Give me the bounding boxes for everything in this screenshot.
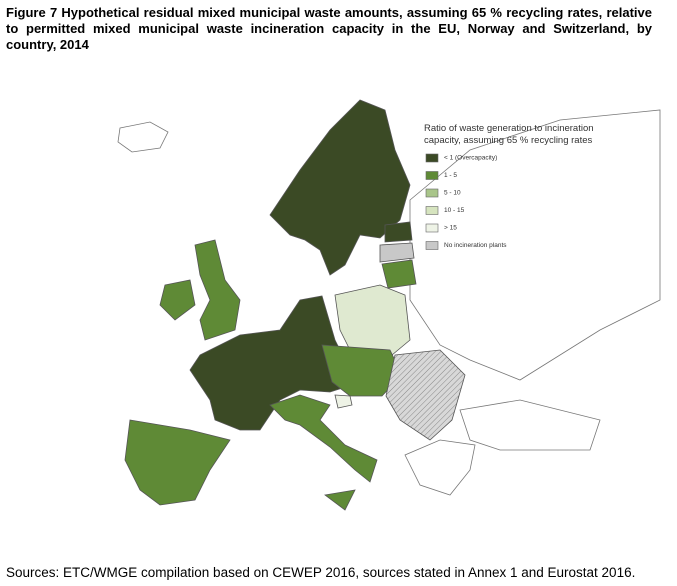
legend-label: No incineration plants — [444, 242, 507, 249]
legend-label: < 1 (Overcapacity) — [444, 155, 497, 162]
legend: Ratio of waste generation to incineratio… — [424, 123, 594, 250]
legend-swatch — [425, 223, 439, 233]
background-land — [117, 109, 661, 496]
legend-title: Ratio of waste generation to incineratio… — [424, 123, 594, 134]
legend-swatch — [425, 241, 439, 250]
legend-swatch — [425, 153, 439, 163]
legend-swatch — [425, 206, 439, 215]
legend-label: 10 - 15 — [444, 207, 465, 214]
legend-swatch — [425, 171, 439, 180]
legend-title: capacity, assuming 65 % recycling rates — [424, 135, 593, 146]
legend-swatch — [425, 188, 439, 198]
legend-label: 5 - 10 — [444, 190, 461, 197]
figure-title: Figure 7 Hypothetical residual mixed mun… — [6, 5, 652, 52]
countries — [124, 99, 466, 511]
legend-label: 1 - 5 — [444, 172, 457, 179]
legend-label: > 15 — [444, 225, 457, 232]
source-note: Sources: ETC/WMGE compilation based on C… — [6, 565, 636, 580]
